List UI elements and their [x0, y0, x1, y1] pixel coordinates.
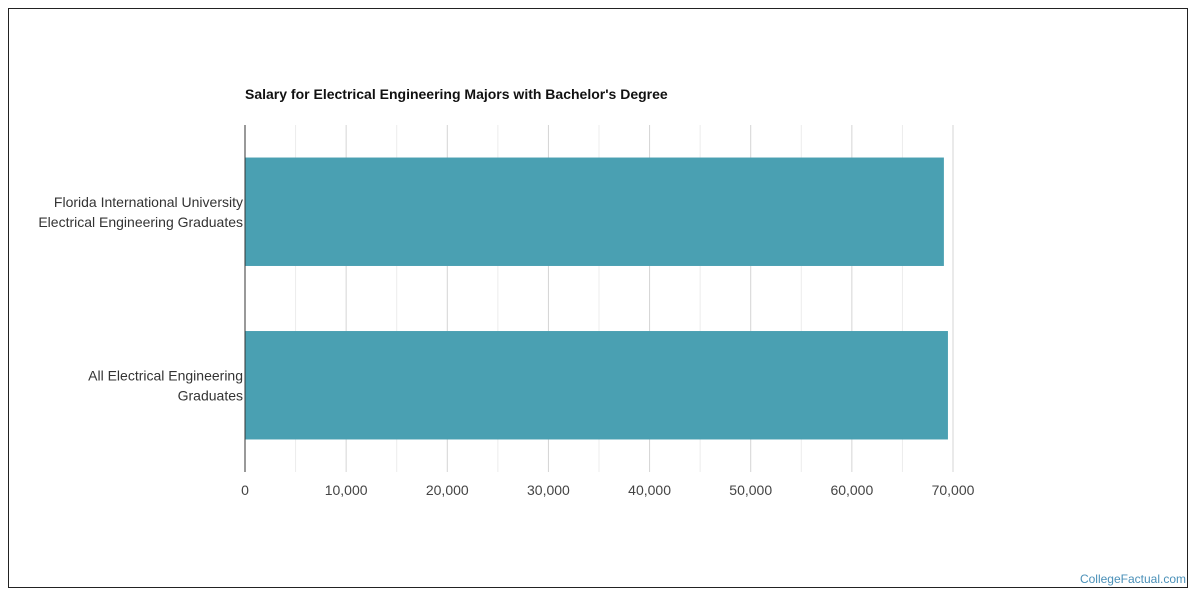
category-label: All Electrical Engineering Graduates — [88, 367, 243, 403]
x-tick-label: 0 — [241, 482, 249, 498]
category-label: Florida International University Electric… — [38, 194, 243, 230]
x-tick-label: 10,000 — [325, 482, 368, 498]
chart-frame — [8, 8, 1188, 588]
category-labels: Florida International University Electric… — [38, 194, 243, 404]
x-tick-label: 50,000 — [729, 482, 772, 498]
x-tick-label: 40,000 — [628, 482, 671, 498]
x-tick-label: 60,000 — [830, 482, 873, 498]
x-tick-label: 70,000 — [932, 482, 975, 498]
bars — [245, 157, 948, 440]
x-tick-label: 20,000 — [426, 482, 469, 498]
watermark[interactable]: CollegeFactual.com — [1079, 572, 1186, 586]
x-tick-label: 30,000 — [527, 482, 570, 498]
chart-title: Salary for Electrical Engineering Majors… — [245, 86, 668, 102]
bar[interactable] — [245, 331, 948, 440]
x-tick-labels: 0 10,000 20,000 30,000 40,000 50,000 60,000 70,… — [241, 482, 975, 498]
bar[interactable] — [245, 157, 944, 266]
